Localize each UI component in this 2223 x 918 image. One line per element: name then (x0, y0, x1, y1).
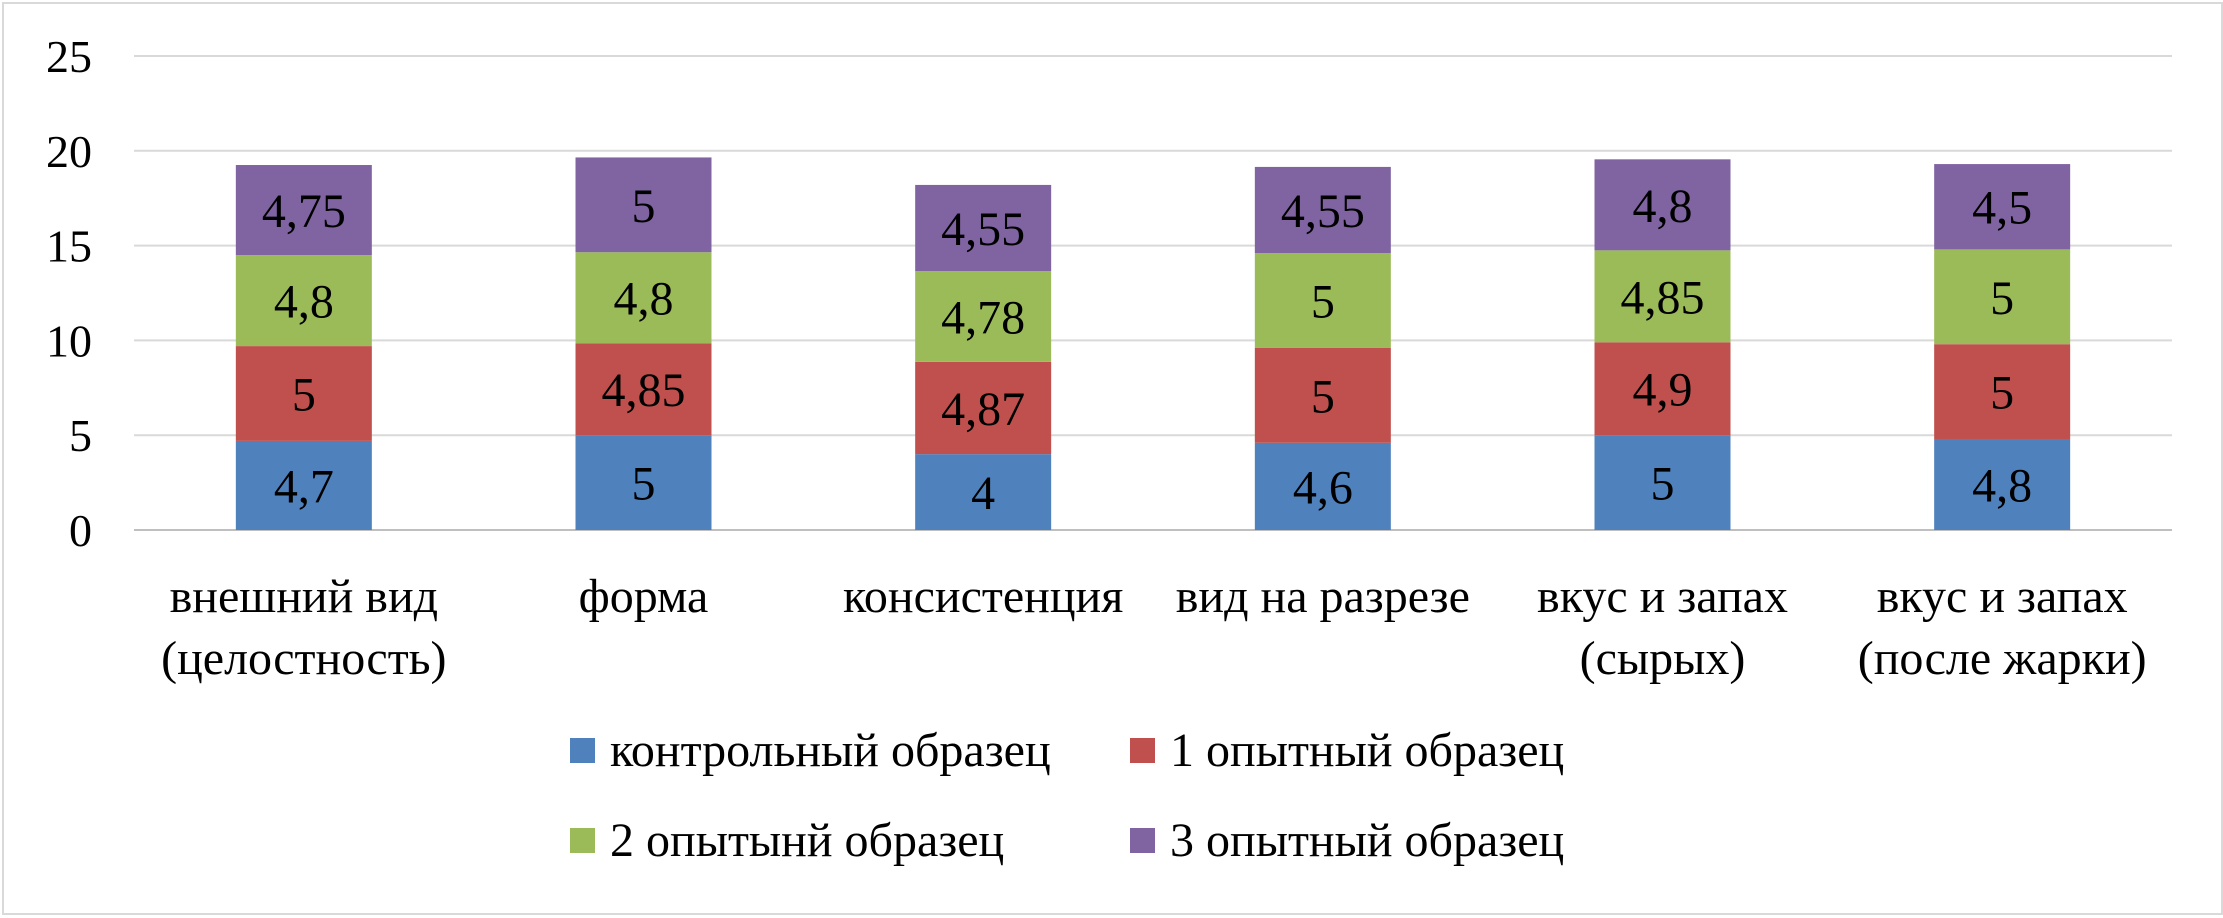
x-category-label: внешний вид (170, 570, 438, 623)
bar-segment (235, 255, 372, 347)
legend-swatch (570, 738, 595, 763)
bar-segment (235, 165, 372, 256)
bar-segment (915, 361, 1052, 455)
x-category-label: вкус и запах (1877, 570, 2128, 623)
legend-swatch (570, 828, 595, 853)
data-label: 4,55 (1281, 185, 1365, 238)
bar-segment (575, 157, 712, 253)
legend-label: 2 опытынй образец (610, 814, 1004, 867)
bar-segment (575, 252, 712, 344)
data-label: 4,7 (274, 460, 334, 513)
legend-swatch (1130, 738, 1155, 763)
data-label: 4,78 (941, 292, 1025, 345)
data-label: 5 (1311, 276, 1335, 329)
data-label: 4 (971, 467, 995, 520)
bar-segment (915, 454, 1052, 530)
legend-label: 3 опытный образец (1170, 814, 1564, 867)
bar-segment (1594, 159, 1731, 251)
legend-swatch (1130, 828, 1155, 853)
data-label: 4,5 (1972, 182, 2032, 235)
bar-segment (1934, 344, 2071, 439)
data-label: 4,9 (1633, 364, 1693, 417)
legend-label: 1 опытный образец (1170, 724, 1564, 777)
data-label: 5 (632, 180, 656, 233)
bars: 4,754,84,7554,854,8544,874,784,554,6554,… (235, 157, 2071, 530)
data-label: 4,85 (1621, 271, 1705, 324)
y-tick-label: 5 (69, 410, 92, 461)
y-tick-label: 0 (69, 505, 92, 556)
data-label: 4,87 (941, 383, 1025, 436)
bar-segment (1254, 442, 1391, 530)
bar-segment (235, 346, 372, 441)
legend-label: контрольный образец (610, 724, 1051, 777)
data-label: 4,8 (274, 276, 334, 329)
y-tick-label: 20 (46, 126, 92, 177)
bar-segment (575, 343, 712, 436)
bar-segment (1254, 166, 1391, 254)
data-label: 4,55 (941, 203, 1025, 256)
bar-segment (915, 184, 1052, 272)
data-label: 4,8 (1633, 180, 1693, 233)
data-label: 5 (1990, 272, 2014, 325)
legend: контрольный образец 1 опытный образец 2 оп… (570, 724, 1564, 867)
x-category-label: консистенция (843, 570, 1123, 623)
bar-segment (1594, 250, 1731, 343)
bar-segment (1934, 249, 2071, 345)
x-axis-labels: внешний вид (целостность) форма консистенци… (161, 570, 2147, 685)
bar-segment (235, 440, 372, 530)
x-category-label: (сырых) (1580, 632, 1746, 685)
bar-segment (575, 435, 712, 530)
data-label: 4,75 (262, 185, 346, 238)
data-label: 4,8 (614, 273, 674, 326)
bar-segment (1934, 164, 2071, 250)
x-category-label: форма (579, 570, 709, 623)
x-category-label: (после жарки) (1858, 632, 2147, 685)
data-label: 4,85 (602, 364, 686, 417)
bar-segment (1934, 438, 2071, 530)
y-axis-ticks: 0 5 10 15 20 25 (46, 31, 92, 556)
bar-segment (1254, 347, 1391, 443)
data-label: 4,6 (1293, 461, 1353, 514)
y-tick-label: 25 (46, 31, 92, 82)
data-label: 5 (632, 458, 656, 511)
x-category-label: вкус и запах (1537, 570, 1788, 623)
gridlines (134, 55, 2172, 531)
x-category-label: вид на разрезе (1176, 570, 1470, 623)
bar-segment (1594, 342, 1731, 436)
x-category-label: (целостность) (161, 632, 446, 685)
data-label: 5 (1990, 367, 2014, 420)
data-label: 5 (1311, 370, 1335, 423)
bar-segment (1594, 435, 1731, 530)
bar-segment (1254, 253, 1391, 348)
y-tick-label: 15 (46, 221, 92, 272)
y-tick-label: 10 (46, 315, 92, 366)
data-label: 4,8 (1972, 459, 2032, 512)
data-label: 5 (1651, 458, 1675, 511)
data-label: 5 (292, 368, 316, 421)
bar-segment (915, 271, 1052, 362)
